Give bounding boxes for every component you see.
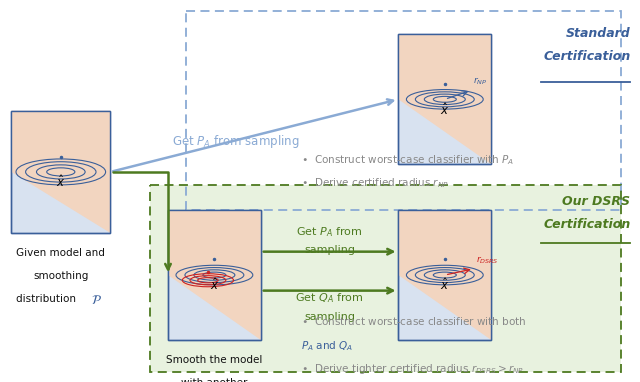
Polygon shape (398, 34, 492, 164)
Text: distribution: distribution (17, 294, 79, 304)
Text: Get $\boldsymbol{P_A}$ from: Get $\boldsymbol{P_A}$ from (296, 226, 363, 240)
Text: $\bullet$  Construct worst-case classifier with $\boldsymbol{P_A}$: $\bullet$ Construct worst-case classifie… (301, 154, 514, 167)
Text: $\hat{x}$: $\hat{x}$ (440, 277, 449, 293)
Text: sampling: sampling (304, 245, 355, 255)
Polygon shape (12, 111, 110, 233)
Text: Our DSRS: Our DSRS (563, 195, 630, 208)
Bar (398, 210, 492, 340)
Polygon shape (398, 210, 492, 340)
Text: Standard: Standard (566, 27, 630, 40)
Bar (150, 185, 621, 372)
Text: $r_{NP}$: $r_{NP}$ (473, 76, 488, 87)
Bar (398, 34, 492, 164)
Text: Get $\boldsymbol{P_A}$ from sampling: Get $\boldsymbol{P_A}$ from sampling (172, 133, 299, 150)
Bar (398, 34, 492, 164)
Text: Certification: Certification (543, 50, 630, 63)
Text: Certification: Certification (543, 218, 630, 231)
Text: sampling: sampling (304, 312, 355, 322)
Text: Given model and: Given model and (17, 248, 105, 258)
Bar (12, 111, 110, 233)
Bar (168, 210, 261, 340)
Bar (168, 210, 261, 340)
Text: Get $\boldsymbol{Q_A}$ from: Get $\boldsymbol{Q_A}$ from (295, 291, 364, 305)
Text: $r_{DSRS}$: $r_{DSRS}$ (476, 254, 499, 266)
Text: $\bullet$  Construct worst-case classifier with both: $\bullet$ Construct worst-case classifie… (301, 315, 526, 327)
Bar (150, 185, 621, 372)
Text: $\mathcal{P}$: $\mathcal{P}$ (91, 294, 101, 307)
Text: with another: with another (181, 378, 248, 382)
Text: $\boldsymbol{P_A}$ and $\boldsymbol{Q_A}$: $\boldsymbol{P_A}$ and $\boldsymbol{Q_A}… (301, 339, 353, 353)
Text: Smooth the model: Smooth the model (166, 355, 262, 365)
Text: $\hat{x}$: $\hat{x}$ (56, 174, 65, 190)
Polygon shape (168, 210, 261, 340)
Text: $\hat{x}$: $\hat{x}$ (440, 102, 449, 118)
Bar (186, 11, 621, 210)
Bar (12, 111, 110, 233)
Text: $\bullet$  Derive certified radius $\boldsymbol{r_{NP}}$: $\bullet$ Derive certified radius $\bold… (301, 176, 449, 190)
Text: $\hat{x}$: $\hat{x}$ (210, 277, 219, 293)
Text: smoothing: smoothing (33, 271, 88, 281)
Text: $\bullet$  Derive tighter certified radius $\boldsymbol{r_{DSRS}} > r_{NP}$: $\bullet$ Derive tighter certified radiu… (301, 362, 524, 376)
Bar (398, 210, 492, 340)
